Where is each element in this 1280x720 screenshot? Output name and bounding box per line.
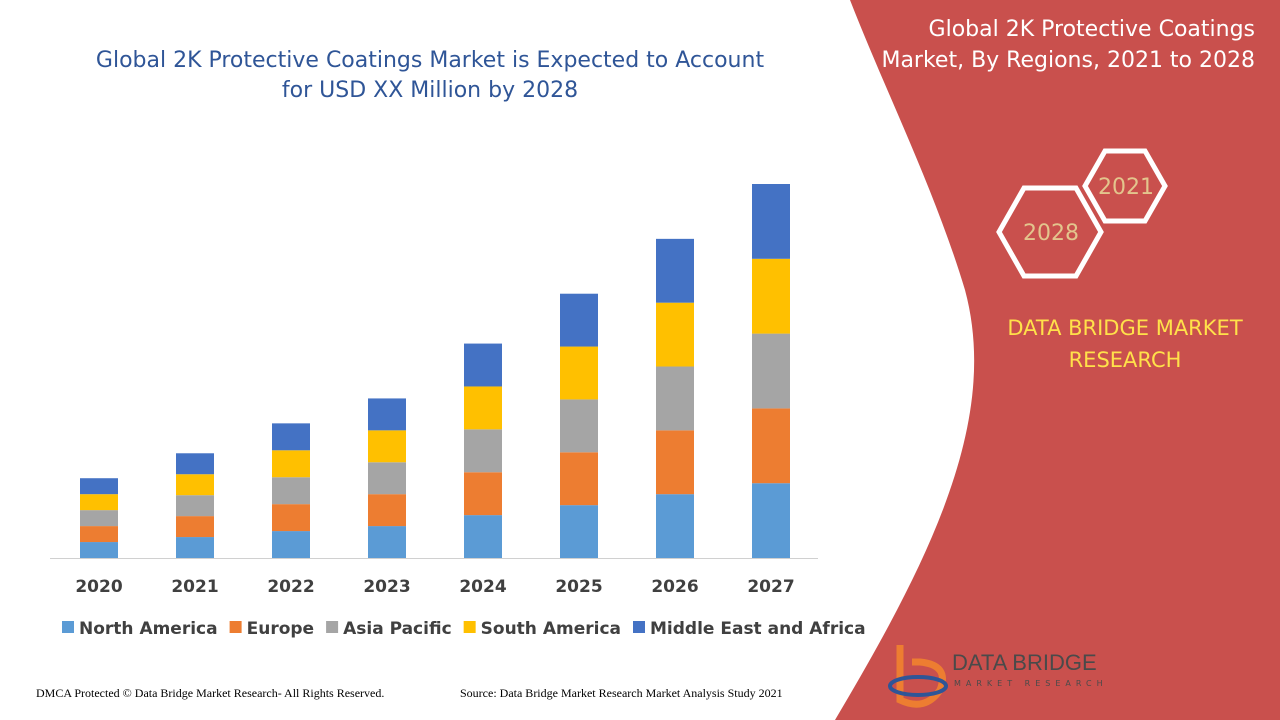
x-tick-label: 2020 — [75, 577, 122, 597]
legend-swatch — [229, 621, 242, 633]
bar-segment — [656, 238, 694, 303]
bar-segment — [176, 453, 214, 475]
bar-segment — [176, 537, 214, 558]
bar-segment — [80, 478, 118, 495]
x-tick-label: 2025 — [555, 577, 602, 597]
bar-segment — [176, 474, 214, 496]
legend-label: Asia Pacific — [343, 619, 452, 639]
bar-segment — [656, 302, 694, 367]
hexagon — [1082, 148, 1168, 224]
x-tick-label: 2024 — [459, 577, 506, 597]
bar-segment — [752, 333, 790, 409]
legend-swatch — [463, 621, 476, 633]
bar-segment — [80, 494, 118, 511]
logo-tagline: MARKET RESEARCH — [954, 679, 1108, 688]
bar-segment — [368, 398, 406, 431]
brand: DATA BRIDGE MARKET RESEARCH — [1007, 316, 1243, 372]
legend-swatch — [326, 621, 339, 633]
bar-segment — [464, 343, 502, 387]
bar-segment — [656, 494, 694, 558]
logo-name: DATA BRIDGE — [952, 650, 1097, 675]
bar-segment — [656, 430, 694, 495]
x-tick-label: 2021 — [171, 577, 218, 597]
bar-segment — [752, 483, 790, 558]
bar-segment — [368, 430, 406, 463]
bar-segment — [464, 429, 502, 473]
bar-segment — [368, 494, 406, 527]
copyright: DMCA Protected © Data Bridge Market Rese… — [36, 686, 385, 700]
bar-segment — [272, 504, 310, 532]
bar-segment — [464, 472, 502, 516]
bar-segment — [560, 399, 598, 453]
bar-segment — [368, 462, 406, 495]
bar-segment — [560, 293, 598, 347]
logo-mark — [888, 675, 948, 697]
x-tick-label: 2026 — [651, 577, 698, 597]
chart-title: Global 2K Protective Coatings Market is … — [95, 48, 765, 103]
side-background — [835, 0, 1280, 720]
hexagon — [996, 185, 1104, 279]
legend-swatch — [633, 621, 645, 633]
bar-segment — [560, 452, 598, 506]
x-tick-label: 2027 — [747, 577, 794, 597]
legend-label: South America — [481, 619, 621, 639]
x-tick-label: 2023 — [363, 577, 410, 597]
legend-label: North America — [79, 619, 218, 639]
bar-segment — [272, 423, 310, 451]
legend-label: Middle East and Africa — [650, 619, 866, 639]
bar-segment — [560, 505, 598, 558]
hex-label: 2028 — [1023, 221, 1079, 246]
bar-segment — [656, 366, 694, 431]
bar-segment — [464, 386, 502, 430]
bar-segment — [80, 542, 118, 558]
x-tick-label: 2022 — [267, 577, 314, 597]
bar-segment — [176, 495, 214, 517]
bar-segment — [80, 526, 118, 543]
legend-swatch — [62, 621, 74, 633]
bar-segment — [80, 510, 118, 527]
bar-segment — [560, 346, 598, 400]
hex-label: 2021 — [1098, 175, 1154, 200]
bar-segment — [176, 516, 214, 538]
bar-segment — [272, 531, 310, 558]
bar-segment — [752, 184, 790, 259]
bar-segment — [272, 450, 310, 478]
bar-segment — [464, 515, 502, 558]
bar-segment — [368, 526, 406, 558]
source: Source: Data Bridge Market Research Mark… — [460, 686, 783, 700]
bar-segment — [272, 477, 310, 505]
bar-segment — [752, 258, 790, 334]
side-title: Global 2K Protective Coatings Market, By… — [881, 17, 1255, 73]
bar-segment — [752, 408, 790, 484]
legend-label: Europe — [247, 619, 314, 639]
